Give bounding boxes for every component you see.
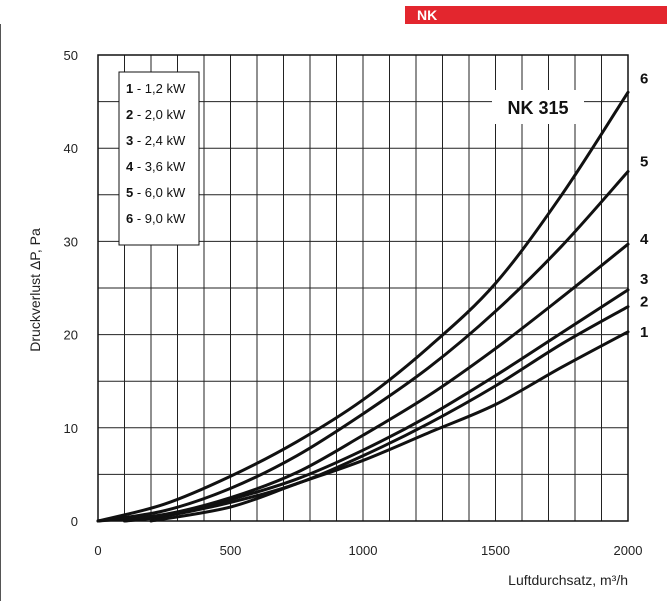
legend-item: 2 - 2,0 kW [126, 107, 186, 122]
curve-4 [96, 242, 630, 523]
curve-6 [96, 90, 630, 523]
y-tick-label: 20 [64, 328, 78, 343]
x-tick-label: 0 [94, 543, 101, 558]
y-tick-label: 10 [64, 421, 78, 436]
curve-label-3: 3 [640, 271, 648, 288]
header-tab: NK [405, 6, 667, 24]
curve-label-1: 1 [640, 324, 648, 341]
model-title: NK 315 [507, 98, 568, 118]
curve-label-2: 2 [640, 294, 648, 311]
x-tick-label: 500 [220, 543, 242, 558]
legend-item: 4 - 3,6 kW [126, 159, 186, 174]
curve-5 [96, 170, 630, 523]
left-border-line [0, 24, 1, 601]
legend-item: 3 - 2,4 kW [126, 133, 186, 148]
tick-labels: 0 500 1000 1500 2000 0 10 20 30 40 50 [64, 48, 643, 558]
model-label: NK 315 [492, 90, 584, 124]
legend-box: 1 - 1,2 kW 2 - 2,0 kW 3 - 2,4 kW 4 - 3,6 kW… [118, 71, 200, 246]
curve-1 [149, 330, 630, 523]
y-tick-label: 30 [64, 234, 78, 249]
legend-item: 5 - 6,0 kW [126, 185, 186, 200]
curve-label-4: 4 [640, 231, 649, 248]
y-tick-label: 50 [64, 48, 78, 63]
y-axis-title: Druckverlust ΔP, Pa [27, 228, 43, 352]
y-tick-label: 40 [64, 141, 78, 156]
curve-label-6: 6 [640, 70, 648, 87]
legend-item: 1 - 1,2 kW [126, 81, 186, 96]
curve-label-5: 5 [640, 154, 648, 171]
curves [96, 90, 630, 523]
x-tick-label: 1000 [349, 543, 378, 558]
plot-border [97, 54, 629, 522]
x-axis-title: Luftdurchsatz, m³/h [508, 572, 628, 588]
x-tick-label: 2000 [614, 543, 643, 558]
curve-labels: 1 2 3 4 5 6 [640, 70, 649, 341]
legend-item: 6 - 9,0 kW [126, 211, 186, 226]
header-tab-label: NK [417, 7, 438, 23]
x-tick-label: 1500 [481, 543, 510, 558]
y-tick-label: 0 [71, 514, 78, 529]
